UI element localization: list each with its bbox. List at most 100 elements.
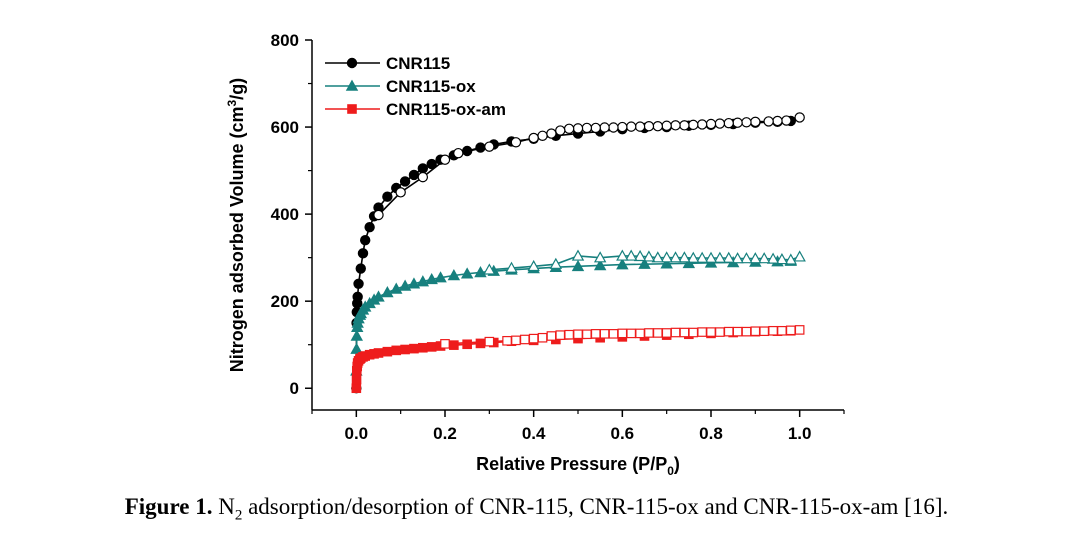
data-point-desorption [784, 253, 798, 265]
data-point-desorption [634, 121, 646, 132]
data-point-desorption [582, 329, 592, 340]
data-point-adsorption [355, 263, 366, 274]
data-point-desorption [670, 327, 681, 338]
series-CNR115-ox [350, 249, 806, 376]
data-point-desorption [633, 249, 647, 262]
data-point-desorption [590, 329, 601, 339]
data-point-desorption [740, 252, 753, 264]
data-point-desorption [670, 120, 681, 131]
data-point-desorption [505, 261, 518, 273]
series-CNR115 [351, 112, 805, 394]
data-point-adsorption [352, 291, 363, 303]
data-point-desorption [732, 117, 743, 128]
data-point-adsorption [382, 191, 393, 202]
data-point-desorption [732, 326, 743, 337]
data-point-desorption [723, 326, 734, 337]
data-point-adsorption [360, 235, 371, 246]
data-point-desorption [616, 249, 629, 261]
data-point-adsorption [351, 374, 362, 385]
data-point-adsorption [426, 158, 437, 170]
data-point-desorption [537, 130, 548, 141]
data-point-desorption [705, 118, 717, 130]
data-point-adsorption [381, 286, 394, 298]
data-point-desorption [715, 327, 725, 337]
data-point-desorption [749, 252, 762, 264]
data-point-adsorption [373, 348, 384, 358]
data-point-desorption [687, 251, 700, 263]
data-point-desorption [439, 154, 451, 165]
data-point-desorption [395, 187, 406, 198]
data-point-desorption [679, 120, 690, 131]
data-point-adsorption [391, 345, 402, 356]
data-point-desorption [635, 328, 645, 339]
caption-text-post: adsorption/desorption of CNR-115, CNR-11… [242, 494, 949, 519]
data-point-desorption [590, 122, 601, 134]
x-tick-label: 0.0 [345, 424, 369, 443]
y-tick-label: 200 [271, 292, 299, 311]
data-point-desorption [417, 171, 429, 183]
data-point-desorption [697, 327, 707, 337]
data-point-desorption [651, 251, 665, 263]
data-point-desorption [731, 252, 744, 264]
data-point-desorption [759, 326, 769, 337]
x-tick-label: 0.8 [699, 424, 723, 443]
data-point-adsorption [357, 248, 369, 259]
data-point-desorption [678, 251, 691, 263]
data-point-desorption [608, 329, 619, 339]
data-point-desorption [652, 328, 663, 338]
data-point-desorption [573, 329, 583, 340]
data-point-adsorption [638, 257, 651, 269]
data-point-desorption [440, 339, 450, 349]
data-point-adsorption [593, 259, 607, 271]
data-point-adsorption [364, 221, 375, 233]
data-point-desorption [688, 119, 699, 131]
data-point-desorption [373, 209, 384, 221]
ticks: 0.0 0.2 0.4 0.6 0.8 1.0 0 200 400 600 800 [271, 31, 845, 443]
data-point-adsorption [474, 266, 487, 278]
data-point-adsorption [418, 342, 428, 353]
data-point-adsorption [409, 343, 419, 354]
legend-item: CNR115-ox-am [325, 100, 506, 119]
series-CNR115-ox-am [351, 325, 805, 394]
data-point-desorption [549, 257, 563, 269]
data-point-desorption [528, 132, 539, 144]
data-point-desorption [502, 335, 512, 346]
data-point-desorption [555, 330, 566, 340]
data-point-adsorption [460, 267, 474, 279]
data-point-adsorption [434, 271, 447, 283]
data-point-desorption [772, 115, 783, 127]
x-tick-label: 0.6 [611, 424, 635, 443]
legend-item: CNR115 [325, 54, 450, 73]
data-point-desorption [763, 116, 774, 127]
data-point-desorption [624, 249, 638, 261]
data-point-desorption [511, 335, 521, 346]
data-point-desorption [722, 251, 735, 263]
data-point-desorption [527, 259, 540, 272]
data-point-desorption [617, 121, 628, 133]
data-point-desorption [741, 326, 752, 337]
data-point-desorption [510, 137, 522, 148]
data-point-desorption [688, 327, 699, 338]
data-point-adsorption [382, 346, 393, 357]
legend-label: CNR115-ox [386, 77, 476, 96]
x-tick-label: 0.2 [433, 424, 457, 443]
data-point-desorption [642, 250, 656, 262]
data-point-desorption [484, 141, 495, 152]
data-point-desorption [617, 328, 628, 339]
data-point-desorption [775, 252, 789, 265]
data-point-desorption [652, 120, 664, 132]
data-point-desorption [794, 112, 805, 123]
data-point-adsorption [399, 176, 411, 187]
data-point-desorption [669, 251, 682, 263]
data-point-desorption [750, 116, 761, 128]
data-point-desorption [723, 117, 734, 129]
data-point-desorption [695, 251, 709, 263]
legend-label: CNR115 [386, 54, 450, 73]
data-point-desorption [679, 327, 690, 338]
chart: 0.0 0.2 0.4 0.6 0.8 1.0 0 200 400 600 800 Relative… [225, 31, 845, 478]
data-point-desorption [785, 325, 796, 336]
data-point-adsorption [571, 259, 585, 272]
data-point-desorption [626, 121, 637, 132]
data-point-adsorption [426, 342, 437, 352]
data-point-desorption [781, 115, 792, 126]
